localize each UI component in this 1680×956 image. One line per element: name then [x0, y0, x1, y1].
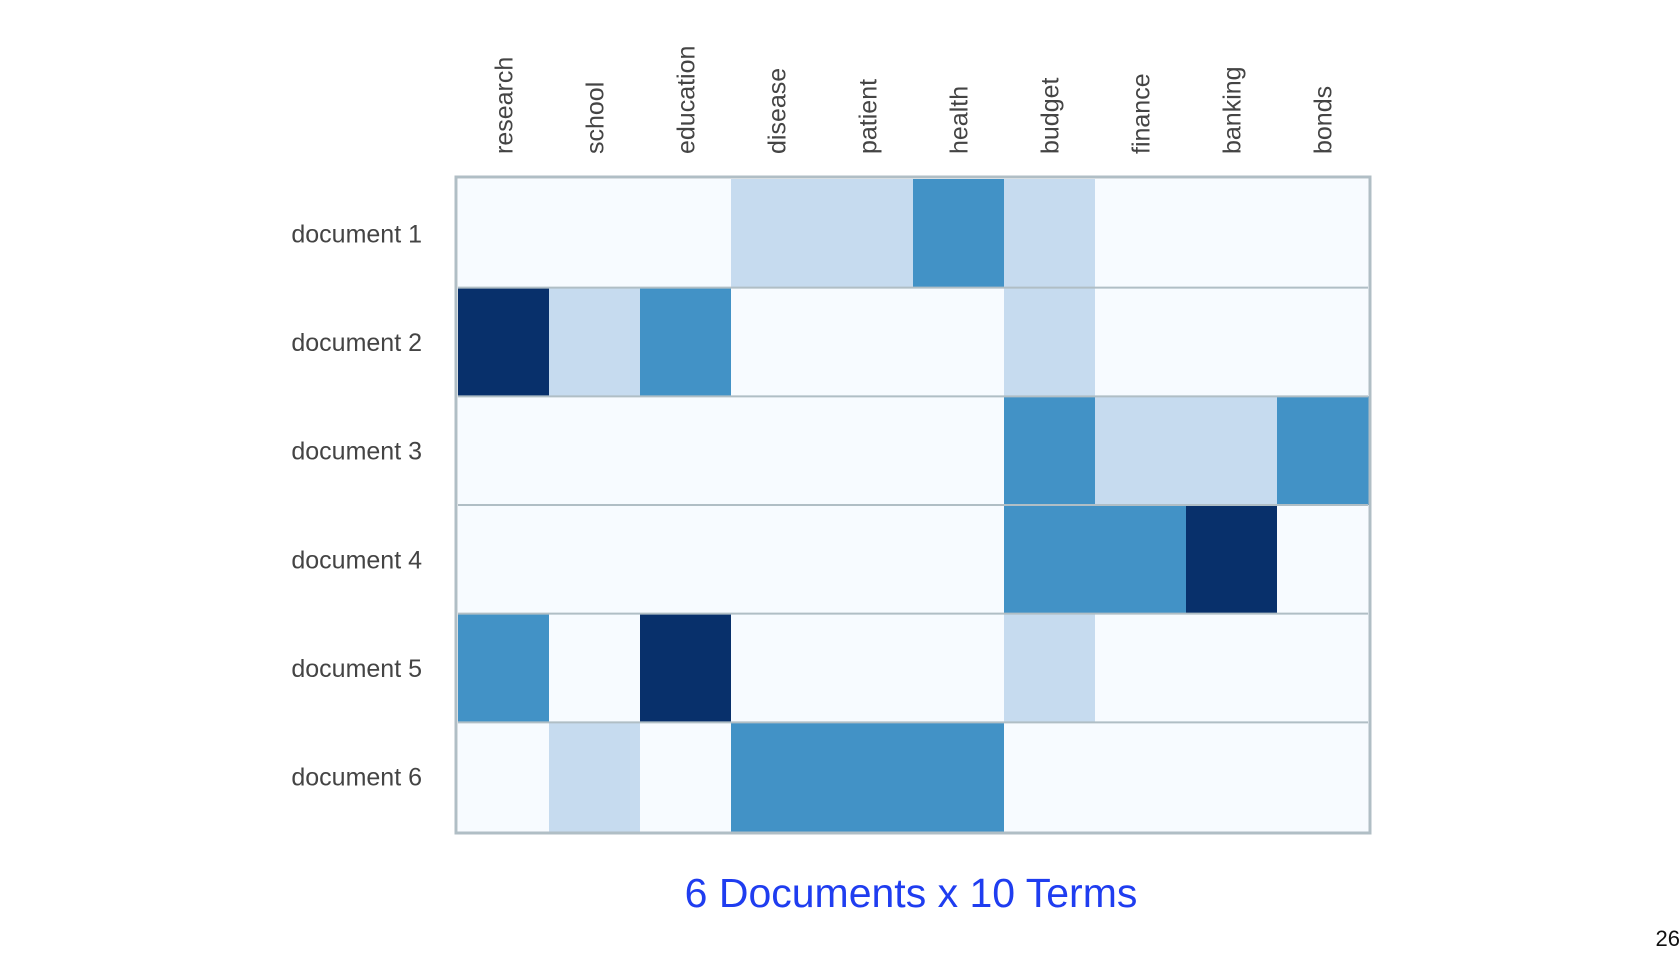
- heatmap-cell: [913, 287, 1005, 397]
- heatmap-cell: [1095, 505, 1187, 615]
- heatmap-cell: [1186, 722, 1278, 832]
- heatmap-cell: [1004, 179, 1096, 289]
- heatmap-cell: [1277, 287, 1369, 397]
- heatmap-cell: [822, 287, 914, 397]
- heatmap-frame: [454, 175, 1372, 835]
- heatmap-cell: [458, 287, 550, 397]
- heatmap-cell: [731, 179, 823, 289]
- heatmap-cell: [1004, 396, 1096, 506]
- heatmap-cell: [1277, 505, 1369, 615]
- heatmap-cell: [913, 613, 1005, 723]
- column-label: education: [673, 46, 701, 154]
- heatmap-cell: [1095, 613, 1187, 723]
- column-label: disease: [764, 68, 792, 154]
- heatmap-cell: [458, 722, 550, 832]
- row-label: document 3: [291, 438, 422, 466]
- heatmap-cell: [822, 396, 914, 506]
- heatmap-cell: [549, 396, 641, 506]
- heatmap-cell: [1186, 287, 1278, 397]
- heatmap-cell: [1095, 179, 1187, 289]
- heatmap-cell: [458, 613, 550, 723]
- heatmap-cell: [731, 396, 823, 506]
- row-label: document 2: [291, 329, 422, 357]
- column-label: school: [582, 82, 610, 154]
- heatmap-cell: [1277, 613, 1369, 723]
- heatmap-cell: [640, 179, 732, 289]
- row-label: document 5: [291, 655, 422, 683]
- heatmap-cell: [549, 287, 641, 397]
- heatmap-cell: [822, 179, 914, 289]
- heatmap-cell: [731, 722, 823, 832]
- heatmap-cell: [1004, 722, 1096, 832]
- page-number: 26: [1655, 926, 1680, 951]
- heatmap-cell: [1186, 396, 1278, 506]
- column-label: health: [946, 86, 974, 154]
- column-label: finance: [1128, 73, 1156, 154]
- heatmap-cell: [549, 179, 641, 289]
- column-label: budget: [1037, 77, 1065, 154]
- heatmap-cell: [458, 179, 550, 289]
- heatmap-cell: [1277, 396, 1369, 506]
- heatmap-cell: [1095, 722, 1187, 832]
- heatmap-cell: [1095, 287, 1187, 397]
- row-labels: document 1 document 2 document 3 document 4…: [291, 220, 422, 791]
- heatmap-cell: [913, 396, 1005, 506]
- heatmap-cell: [458, 505, 550, 615]
- heatmap-cell: [731, 505, 823, 615]
- heatmap-cell: [1004, 613, 1096, 723]
- heatmap-cell: [822, 613, 914, 723]
- heatmap-cell: [1186, 179, 1278, 289]
- heatmap-cell: [549, 505, 641, 615]
- heatmap-cell: [731, 287, 823, 397]
- row-label: document 1: [291, 220, 422, 248]
- heatmap-cell: [1277, 722, 1369, 832]
- heatmap-cell: [640, 396, 732, 506]
- heatmap-cell: [1095, 396, 1187, 506]
- heatmap-cell: [640, 287, 732, 397]
- heatmap-cell: [913, 179, 1005, 289]
- heatmap-cell: [549, 722, 641, 832]
- column-label: research: [491, 57, 519, 154]
- heatmap-cell: [913, 505, 1005, 615]
- heatmap-cell: [640, 505, 732, 615]
- heatmap-cell: [640, 613, 732, 723]
- heatmap-cell: [549, 613, 641, 723]
- heatmap-cell: [822, 505, 914, 615]
- heatmap-cell: [458, 396, 550, 506]
- heatmap-cell: [822, 722, 914, 832]
- heatmap-cell: [640, 722, 732, 832]
- heatmap-cell: [1186, 613, 1278, 723]
- heatmap-cell: [731, 613, 823, 723]
- heatmap-cell: [913, 722, 1005, 832]
- row-label: document 6: [291, 764, 422, 792]
- column-label: bonds: [1310, 86, 1338, 154]
- heatmap-cell: [1004, 287, 1096, 397]
- chart-title: 6 Documents x 10 Terms: [684, 870, 1138, 916]
- heatmap-cell: [1004, 505, 1096, 615]
- row-label: document 4: [291, 546, 422, 574]
- heatmap-cell: [1277, 179, 1369, 289]
- row-separators: [458, 286, 1368, 724]
- heatmap-cell: [1186, 505, 1278, 615]
- column-label: patient: [855, 79, 883, 154]
- column-label: banking: [1219, 66, 1247, 154]
- column-labels: research school education disease patient hea…: [491, 46, 1338, 154]
- heatmap-cells: [458, 179, 1369, 832]
